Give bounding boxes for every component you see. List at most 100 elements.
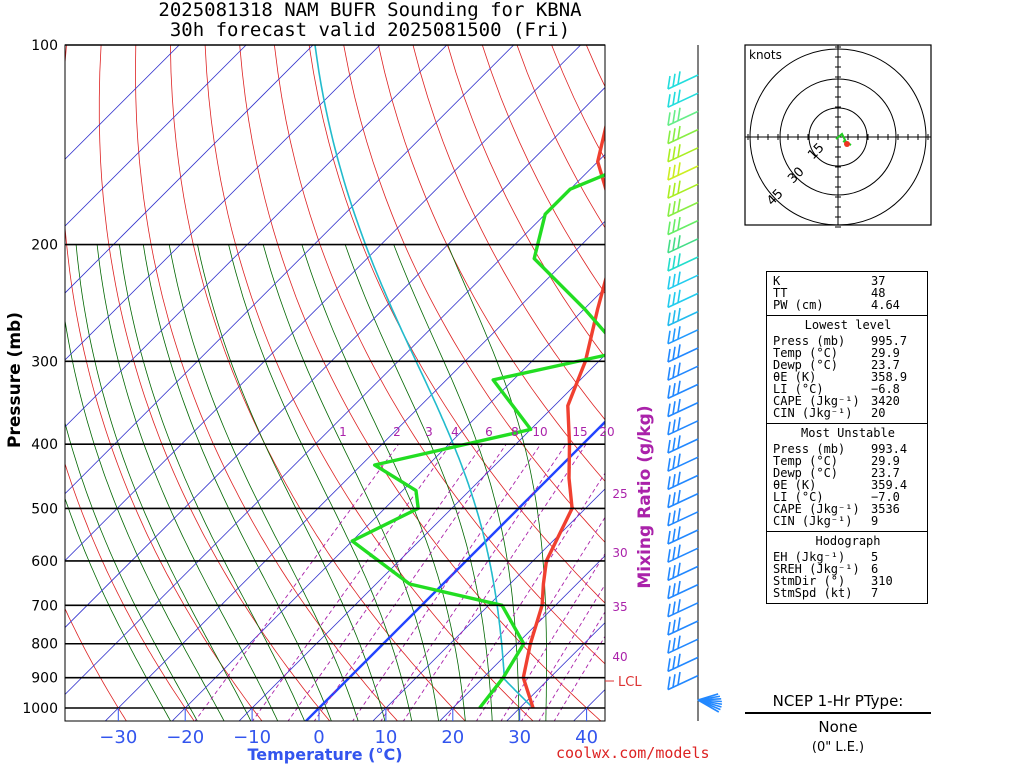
dry-adiabat (274, 45, 605, 665)
moist-adiabat (447, 244, 547, 721)
wind-barb (697, 693, 719, 701)
stat-row: EH (Jkg⁻¹) 5 (773, 551, 923, 563)
pressure-tick-label: 1000 (22, 701, 58, 717)
chart-title-line-1: 2025081318 NAM BUFR Sounding for KBNA (158, 0, 582, 21)
wind-barb (667, 398, 699, 418)
isotherm (65, 86, 605, 629)
credit-link[interactable]: coolwx.com/models (556, 744, 710, 762)
mixing-ratio-tick-label: 25 (612, 487, 627, 501)
wind-barb (667, 71, 699, 90)
wind-barb (667, 198, 699, 218)
stat-value: 3536 (871, 502, 900, 516)
temperature-tick-label: −20 (166, 727, 204, 748)
moist-adiabat (96, 244, 279, 721)
dry-adiabat (308, 45, 605, 604)
stat-value: −7.0 (871, 490, 900, 504)
stat-row: CIN (Jkg⁻¹) 20 (773, 407, 923, 419)
ptype-value: None (818, 718, 858, 736)
stat-row: Press (mb) 995.7 (773, 335, 923, 347)
mixing-ratio-tick-label: 1 (339, 425, 347, 439)
pressure-tick-label: 300 (31, 354, 58, 370)
stat-key: LI (°C) (773, 490, 824, 504)
stat-value: 993.4 (871, 442, 908, 456)
mixing-ratio-line (194, 443, 399, 721)
isotherm (65, 153, 605, 695)
wind-barb (667, 326, 699, 345)
pressure-tick-label: 100 (31, 38, 58, 54)
moist-adiabat (65, 421, 198, 721)
wind-barb (667, 580, 699, 600)
stat-key: StmDir (°) (773, 574, 846, 588)
isotherm (65, 45, 582, 562)
mixing-ratio-line (475, 516, 605, 721)
stats-indices: K 37 TT 48 PW (cm) 4.64 (767, 272, 927, 316)
plot-frame (64, 44, 606, 722)
temperature-tick-label: −30 (99, 727, 137, 748)
moist-adiabat (75, 244, 252, 721)
stat-row: SREH (Jkg⁻¹) 6 (773, 563, 923, 575)
stat-key: CAPE (Jkg⁻¹) (773, 394, 860, 408)
dry-adiabat (65, 462, 195, 721)
stat-key: EH (Jkg⁻¹) (773, 550, 846, 564)
isotherm (439, 555, 605, 721)
mixing-ratio-tick-label: 15 (572, 425, 587, 439)
wind-barb (667, 107, 699, 127)
mixing-ratio-line (500, 552, 605, 721)
stat-value: 6 (871, 562, 879, 576)
wind-barb (667, 471, 699, 491)
wind-barb (667, 435, 699, 454)
stat-key: Dewp (°C) (773, 358, 839, 372)
stat-row: Temp (°C) 29.9 (773, 347, 923, 359)
moist-adiabat (262, 244, 440, 721)
stat-key: CIN (Jkg⁻¹) (773, 514, 853, 528)
isotherm (65, 45, 515, 495)
stat-value: 310 (871, 574, 893, 588)
stat-key: θE (K) (773, 370, 817, 384)
mixing-ratio-tick-label: 30 (612, 546, 627, 560)
stat-value: 23.7 (871, 466, 900, 480)
stat-row: θE (K) 359.4 (773, 479, 923, 491)
stat-key: CAPE (Jkg⁻¹) (773, 502, 860, 516)
wind-barb (667, 253, 699, 272)
parcel-line (314, 45, 534, 709)
stat-key: Dewp (°C) (773, 466, 839, 480)
mixing-ratio-label: Mixing Ratio (g/kg) (635, 405, 655, 588)
section-header: Lowest level (804, 318, 892, 332)
stat-value: 359.4 (871, 478, 908, 492)
stat-key: Press (mb) (773, 442, 846, 456)
dry-adiabat (204, 45, 534, 721)
stat-value: 29.9 (871, 346, 900, 360)
mixing-ratio-tick-label: 40 (612, 650, 627, 664)
moist-adiabat (228, 244, 413, 721)
stat-row: LI (°C) −7.0 (773, 491, 923, 503)
mixing-ratio-tick-label: 35 (612, 600, 627, 614)
wind-barb (667, 144, 699, 163)
wind-barb (667, 271, 699, 290)
stat-key: Temp (°C) (773, 346, 839, 360)
stats-most-unstable: Most Unstable Press (mb) 993.4 Temp (°C) 29… (767, 424, 927, 532)
moist-adiabat (393, 244, 520, 721)
stats-hodograph: Hodograph EH (Jkg⁻¹) 5 SREH (Jkg⁻¹) 6 StmDir… (767, 532, 927, 603)
stat-row: Dewp (°C) 23.7 (773, 359, 923, 371)
stat-value: 9 (871, 514, 879, 528)
temperature-tick-label: 30 (508, 727, 531, 748)
mixing-ratio-tick-label: 8 (511, 425, 519, 439)
wind-barb (667, 162, 699, 181)
wind-barb (667, 344, 699, 363)
stat-row: CIN (Jkg⁻¹) 9 (773, 515, 923, 527)
pressure-tick-label: 600 (31, 554, 58, 570)
wind-barb (667, 489, 699, 509)
ptype-snow: (0" L.E.) (811, 740, 865, 755)
wind-barb (667, 180, 699, 199)
stat-key: Press (mb) (773, 334, 846, 348)
section-header: Hodograph (815, 534, 881, 548)
dry-adiabat (343, 45, 605, 543)
dry-adiabat (65, 45, 263, 721)
stat-row: K 37 (773, 275, 923, 287)
mixing-ratio-tick-label: 2 (393, 425, 401, 439)
stat-key: Temp (°C) (773, 454, 839, 468)
temperature-tick-label: −10 (233, 727, 271, 748)
stat-value: 7 (871, 586, 879, 600)
wind-barb (667, 235, 699, 254)
wind-barb (667, 508, 699, 527)
